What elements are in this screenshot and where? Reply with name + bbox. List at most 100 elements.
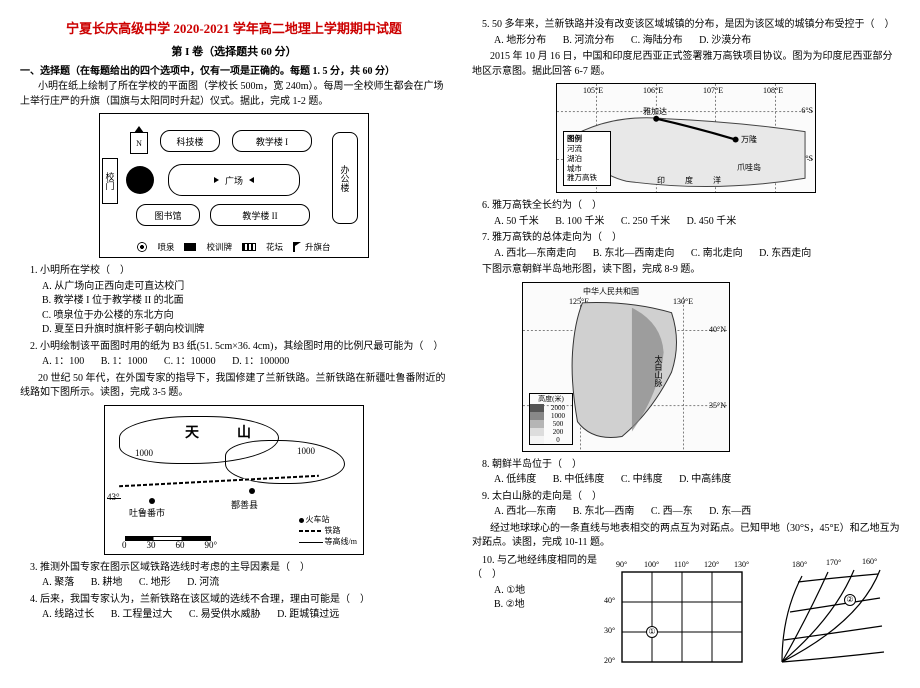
g1-40: 40° bbox=[604, 596, 615, 605]
q2: 2. 小明绘制该平面图时用的纸为 B3 纸(51. 5cm×36. 4cm)，其… bbox=[20, 340, 448, 355]
q7d: D. 东西走向 bbox=[759, 247, 811, 262]
q8: 8. 朝鲜半岛位于（ ） bbox=[472, 458, 900, 473]
indo-leg-river: 河流 bbox=[567, 144, 607, 154]
jakarta-label: 雅加达 bbox=[643, 106, 667, 117]
q1c: C. 喷泉位于办公楼的东北方向 bbox=[42, 309, 448, 324]
tech-building: 科技楼 bbox=[160, 130, 220, 152]
scale-bar: 0 30 60 90° bbox=[125, 540, 217, 550]
q4: 4. 后来，我国专家认为，兰新铁路在该区域的选线不合理，理由可能是（ ） bbox=[20, 593, 448, 608]
q3c: C. 地形 bbox=[139, 576, 171, 591]
alt1000: 1000 bbox=[544, 412, 572, 420]
teaching-1: 教学楼 I bbox=[232, 130, 312, 152]
q5b: B. 河流分布 bbox=[563, 34, 615, 49]
q4a: A. 线路过长 bbox=[42, 608, 94, 623]
part-heading: 第 I 卷（选择题共 60 分） bbox=[20, 43, 448, 59]
sc-60: 60 bbox=[176, 540, 185, 550]
alt0: 0 bbox=[544, 436, 572, 444]
q5c: C. 海陆分布 bbox=[631, 34, 683, 49]
station-2-icon bbox=[249, 488, 255, 494]
q1-opts: A. 从广场向正西向走可直达校门 B. 教学楼 I 位于教学楼 II 的北面 C… bbox=[20, 280, 448, 338]
library: 图书馆 bbox=[136, 204, 200, 226]
plaza-label: 广场 bbox=[225, 174, 243, 187]
indo-leg-lake: 湖泊 bbox=[567, 154, 607, 164]
q10a: A. ①地 bbox=[494, 584, 602, 599]
q9c: C. 西—东 bbox=[651, 505, 693, 520]
alt-title: 高度(米) bbox=[530, 394, 572, 404]
taebaek-label: 太白山脉 bbox=[653, 355, 664, 387]
q10: 10. 与乙地经纬度相同的是（ ） bbox=[472, 554, 602, 583]
g1-90: 90° bbox=[616, 560, 627, 569]
spring-icon bbox=[137, 242, 147, 252]
exam-title: 宁夏长庆高级中学 2020-2021 学年高二地理上学期期中试题 bbox=[20, 18, 448, 37]
q6: 6. 雅万高铁全长约为（ ） bbox=[472, 199, 900, 214]
flagpole-icon bbox=[293, 242, 295, 252]
q4d: D. 距城镇过远 bbox=[277, 608, 339, 623]
office-building: 办公楼 bbox=[332, 132, 358, 224]
g2-180: 180° bbox=[792, 560, 807, 569]
indo-leg-city: 城市 bbox=[567, 164, 607, 174]
grid-figures: 90° 100° 110° 120° 130° 40° 30° 20° ① bbox=[608, 558, 892, 670]
q5-opts: A. 地形分布 B. 河流分布 C. 海陆分布 D. 沙漠分布 bbox=[472, 34, 900, 49]
q1d: D. 夏至日升旗时旗杆影子朝向校训牌 bbox=[42, 323, 448, 338]
q9: 9. 太白山脉的走向是（ ） bbox=[472, 490, 900, 505]
g1-120: 120° bbox=[704, 560, 719, 569]
korea-alt-legend: 高度(米) 2000 1000 500 200 0 bbox=[529, 393, 573, 445]
q6c: C. 250 千米 bbox=[621, 215, 670, 230]
q7c: C. 南北走向 bbox=[691, 247, 743, 262]
q1a: A. 从广场向正西向走可直达校门 bbox=[42, 280, 448, 295]
g1-100: 100° bbox=[644, 560, 659, 569]
c1000a: 1000 bbox=[135, 448, 153, 458]
q8a: A. 低纬度 bbox=[494, 473, 536, 488]
north-arrow: N bbox=[130, 132, 148, 154]
leg-dot-icon bbox=[299, 518, 304, 523]
alt500: 500 bbox=[544, 420, 572, 428]
plaza: 广场 bbox=[168, 164, 300, 196]
tianshan-figure: 天 山 1000 1000 43° 吐鲁番市 鄯善县 0 30 60 90° 火… bbox=[104, 405, 364, 555]
q9b: B. 东北—西南 bbox=[573, 505, 635, 520]
q1: 1. 小明所在学校（ ） bbox=[20, 264, 448, 279]
grid-2: 180° 170° 160° ② bbox=[772, 558, 892, 670]
grid1-mark: ① bbox=[646, 626, 658, 638]
q10b: B. ②地 bbox=[494, 598, 602, 613]
g2-170: 170° bbox=[826, 558, 841, 567]
q7: 7. 雅万高铁的总体走向为（ ） bbox=[472, 231, 900, 246]
q8-opts: A. 低纬度 B. 中低纬度 C. 中纬度 D. 中高纬度 bbox=[472, 473, 900, 488]
q3-opts: A. 聚落 B. 耕地 C. 地形 D. 河流 bbox=[20, 576, 448, 591]
q9a: A. 西北—东南 bbox=[494, 505, 556, 520]
g1-30: 30° bbox=[604, 626, 615, 635]
q10-opts: A. ①地 B. ②地 bbox=[472, 584, 602, 613]
q4-opts: A. 线路过长 B. 工程量过大 C. 易受供水威胁 D. 距城镇过远 bbox=[20, 608, 448, 623]
lg-spring-label: 喷泉 bbox=[157, 241, 174, 253]
leg-station: 火车站 bbox=[306, 515, 330, 524]
city-turpan: 吐鲁番市 bbox=[129, 506, 165, 519]
q2b: B. 1：1000 bbox=[101, 355, 148, 370]
q5d: D. 沙漠分布 bbox=[699, 34, 751, 49]
lat-tick bbox=[107, 498, 121, 499]
java-label: 爪哇岛 bbox=[737, 162, 761, 173]
sc-90: 90° bbox=[205, 540, 218, 550]
q7b: B. 东北—西南走向 bbox=[593, 247, 675, 262]
q6b: B. 100 千米 bbox=[555, 215, 604, 230]
lg-flag-label: 升旗台 bbox=[305, 241, 331, 253]
station-1-icon bbox=[149, 498, 155, 504]
q8d: D. 中高纬度 bbox=[679, 473, 731, 488]
grid2-svg bbox=[772, 558, 892, 670]
lg-sign-label: 校训牌 bbox=[206, 241, 232, 253]
indo-leg-rail: 雅万高铁 bbox=[567, 173, 607, 183]
leg-rail-icon bbox=[299, 530, 323, 532]
leg-rail: 铁路 bbox=[325, 526, 341, 535]
q7-opts: A. 西北—东南走向 B. 东北—西南走向 C. 南北走向 D. 东西走向 bbox=[472, 247, 900, 262]
grid2-mark: ② bbox=[844, 594, 856, 606]
sign-icon bbox=[184, 243, 196, 251]
teaching-2: 教学楼 II bbox=[210, 204, 310, 226]
q1b: B. 教学楼 I 位于教学楼 II 的北面 bbox=[42, 294, 448, 309]
q2-opts: A. 1：100 B. 1：1000 C. 1：10000 D. 1：10000… bbox=[20, 355, 448, 370]
q5: 5. 50 多年来，兰新铁路并没有改变该区域城镇的分布，是因为该区域的城镇分布受… bbox=[472, 18, 900, 33]
g2-160: 160° bbox=[862, 557, 877, 566]
tianshan-legend: 火车站 铁路 等高线/m bbox=[299, 514, 357, 548]
q4b: B. 工程量过大 bbox=[111, 608, 173, 623]
q4c: C. 易受供水威胁 bbox=[189, 608, 261, 623]
city-shanshan: 鄯善县 bbox=[231, 498, 258, 511]
g1-110: 110° bbox=[674, 560, 689, 569]
bandung-label: 万隆 bbox=[741, 134, 757, 145]
